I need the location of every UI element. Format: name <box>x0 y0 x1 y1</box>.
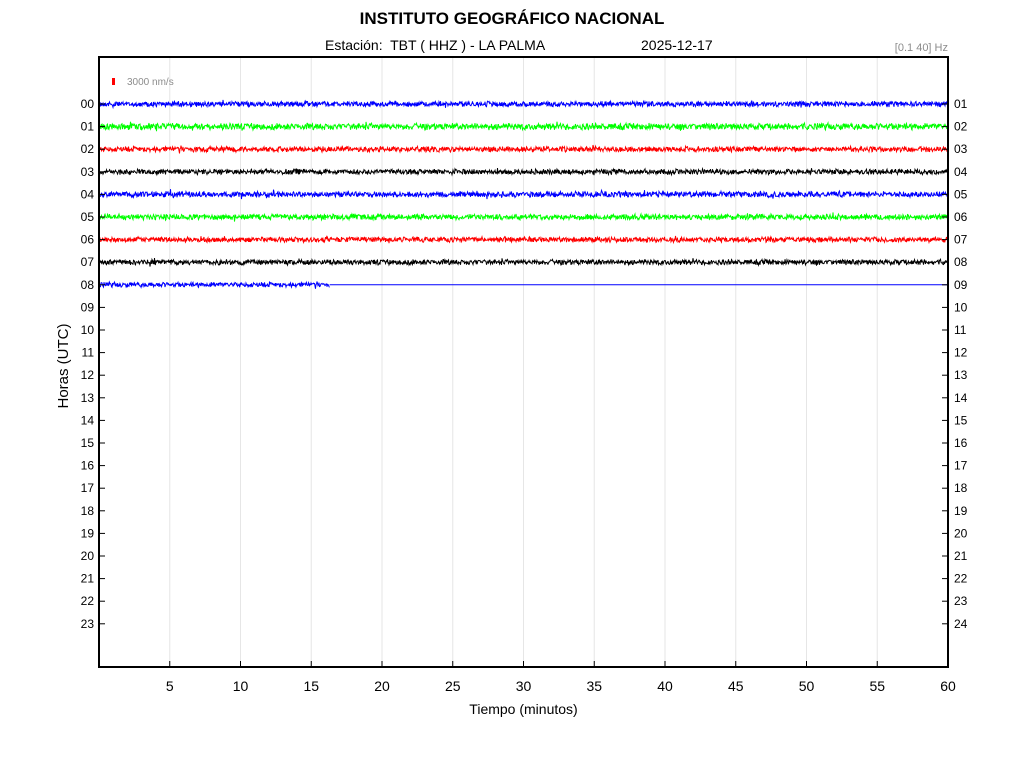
x-tick-label: 50 <box>799 678 815 694</box>
trace-hour-04 <box>99 188 949 200</box>
y-tick-label-right: 03 <box>954 142 968 156</box>
y-tick-label-left: 21 <box>81 572 95 586</box>
y-tick-label-right: 19 <box>954 504 968 518</box>
trace-hour-01 <box>98 121 949 132</box>
x-tick-label: 25 <box>445 678 461 694</box>
y-tick-label-left: 00 <box>81 97 95 111</box>
y-tick-label-right: 15 <box>954 413 968 427</box>
y-tick-label-right: 18 <box>954 481 968 495</box>
y-tick-label-left: 23 <box>81 617 95 631</box>
date-label: 2025-12-17 <box>641 37 713 53</box>
y-tick-label-left: 08 <box>81 278 95 292</box>
x-axis-label: Tiempo (minutos) <box>469 701 577 717</box>
y-tick-label-left: 15 <box>81 436 95 450</box>
y-tick-label-right: 12 <box>954 346 968 360</box>
y-tick-label-left: 03 <box>81 165 95 179</box>
y-tick-label-right: 01 <box>954 97 968 111</box>
y-tick-label-right: 07 <box>954 233 968 247</box>
y-tick-label-left: 18 <box>81 504 95 518</box>
y-tick-label-right: 11 <box>954 323 967 337</box>
trace-hour-07 <box>98 257 949 267</box>
y-tick-label-right: 13 <box>954 368 968 382</box>
trace-hour-05 <box>98 212 949 222</box>
y-tick-label-left: 22 <box>81 594 95 608</box>
y-tick-label-left: 07 <box>81 255 95 269</box>
trace-hour-02 <box>98 144 949 154</box>
trace-hour-03 <box>98 166 949 177</box>
x-tick-label: 20 <box>374 678 390 694</box>
y-tick-label-left: 01 <box>81 120 95 134</box>
y-tick-label-right: 10 <box>954 300 968 314</box>
y-tick-label-left: 10 <box>81 323 95 337</box>
y-tick-label-right: 24 <box>954 617 968 631</box>
y-tick-label-left: 06 <box>81 233 95 247</box>
x-tick-label: 5 <box>166 678 174 694</box>
y-tick-label-right: 02 <box>954 120 968 134</box>
y-tick-label-left: 04 <box>81 187 95 201</box>
x-tick-label: 15 <box>303 678 319 694</box>
y-tick-label-left: 09 <box>81 300 95 314</box>
y-tick-label-left: 11 <box>82 346 95 360</box>
x-tick-label: 55 <box>869 678 885 694</box>
y-tick-label-right: 14 <box>954 391 968 405</box>
y-tick-label-left: 13 <box>81 391 95 405</box>
y-tick-label-right: 22 <box>954 572 968 586</box>
trace-hour-08 <box>98 280 330 290</box>
x-tick-label: 45 <box>728 678 744 694</box>
y-tick-label-right: 09 <box>954 278 968 292</box>
y-tick-label-right: 08 <box>954 255 968 269</box>
trace-hour-00 <box>98 99 949 110</box>
chart-title: INSTITUTO GEOGRÁFICO NACIONAL <box>359 9 665 28</box>
frequency-band-label: [0.1 40] Hz <box>894 42 948 54</box>
station-label: Estación: TBT ( HHZ ) - LA PALMA <box>325 37 546 53</box>
x-tick-label: 60 <box>940 678 956 694</box>
x-tick-label: 30 <box>516 678 532 694</box>
scale-bar <box>112 78 115 85</box>
y-tick-label-right: 21 <box>954 549 968 563</box>
y-tick-label-right: 20 <box>954 526 968 540</box>
y-tick-label-left: 19 <box>81 526 95 540</box>
trace-hour-06 <box>98 235 949 245</box>
y-tick-label-right: 05 <box>954 187 968 201</box>
x-tick-label: 10 <box>233 678 249 694</box>
y-tick-label-left: 05 <box>81 210 95 224</box>
scale-label: 3000 nm/s <box>127 77 174 88</box>
y-tick-label-right: 06 <box>954 210 968 224</box>
y-tick-label-right: 17 <box>954 459 968 473</box>
y-tick-label-right: 23 <box>954 594 968 608</box>
y-tick-label-left: 12 <box>81 368 95 382</box>
y-tick-label-left: 14 <box>81 413 95 427</box>
y-axis-label: Horas (UTC) <box>55 323 72 408</box>
y-tick-label-left: 17 <box>81 481 95 495</box>
x-tick-label: 35 <box>586 678 602 694</box>
y-tick-label-left: 16 <box>81 459 95 473</box>
y-tick-label-right: 16 <box>954 436 968 450</box>
y-tick-label-left: 02 <box>81 142 95 156</box>
x-tick-label: 40 <box>657 678 673 694</box>
y-tick-label-right: 04 <box>954 165 968 179</box>
y-tick-label-left: 20 <box>81 549 95 563</box>
